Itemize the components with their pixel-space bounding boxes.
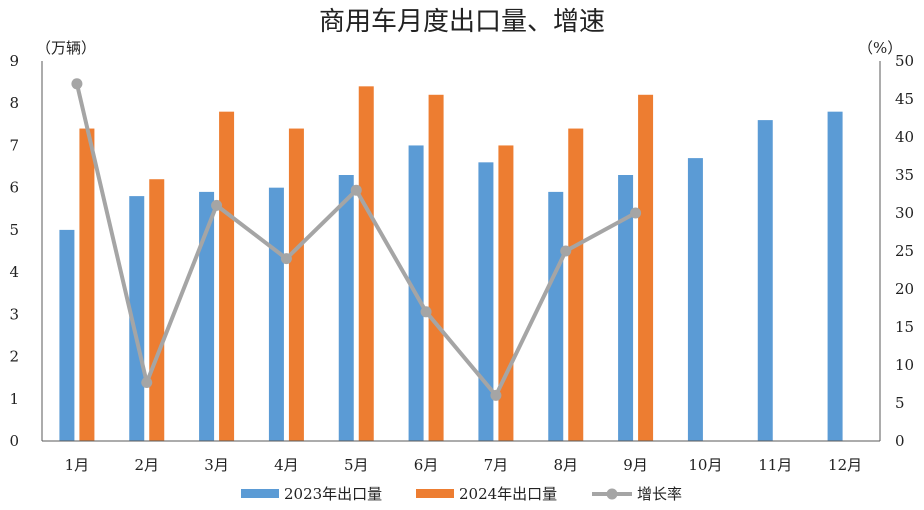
- right-tick-label: 25: [895, 242, 914, 260]
- left-tick-label: 7: [9, 136, 19, 154]
- bar-2023: [687, 158, 703, 441]
- bar-2023: [548, 191, 564, 441]
- bar-2023: [59, 229, 75, 441]
- right-tick-label: 40: [895, 128, 914, 146]
- x-tick-label: 2月: [134, 456, 159, 474]
- left-tick-label: 1: [9, 390, 19, 408]
- left-axis-unit: （万辆）: [36, 39, 96, 57]
- legend-label-2023: 2023年出口量: [284, 485, 382, 503]
- bar-2023: [757, 120, 773, 441]
- x-tick-label: 8月: [553, 456, 578, 474]
- x-tick-label: 10月: [688, 456, 722, 474]
- bar-2023: [827, 111, 843, 442]
- x-tick-label: 5月: [344, 456, 369, 474]
- left-tick-label: 6: [9, 179, 19, 197]
- bar-2023: [338, 175, 354, 441]
- bar-2023: [268, 187, 284, 441]
- left-tick-label: 2: [9, 348, 19, 366]
- right-axis-unit: （%）: [858, 39, 902, 57]
- right-tick-label: 50: [895, 52, 914, 70]
- growth-rate-point: [630, 207, 642, 219]
- left-tick-label: 3: [9, 305, 19, 323]
- x-tick-label: 3月: [204, 456, 229, 474]
- legend-swatch-2023: [241, 489, 279, 498]
- growth-rate-point: [490, 389, 502, 401]
- bar-2024: [358, 86, 374, 441]
- bar-2024: [288, 128, 304, 442]
- bar-2024: [428, 94, 444, 442]
- x-tick-label: 4月: [274, 456, 299, 474]
- bar-2024: [638, 94, 654, 442]
- growth-rate-point: [350, 184, 362, 196]
- bar-2024: [149, 179, 165, 441]
- x-tick-label: 7月: [484, 456, 509, 474]
- growth-rate-point: [280, 253, 292, 265]
- right-tick-label: 5: [895, 394, 905, 412]
- bar-2023: [199, 191, 215, 441]
- left-tick-label: 8: [9, 94, 19, 112]
- bar-2023: [618, 175, 634, 441]
- bar-2023: [478, 162, 494, 442]
- legend-label-growth: 增长率: [637, 485, 682, 503]
- right-tick-label: 45: [895, 90, 914, 108]
- bar-2024: [79, 128, 95, 442]
- left-tick-label: 0: [9, 432, 19, 450]
- left-tick-label: 4: [9, 263, 19, 281]
- right-tick-label: 10: [895, 356, 914, 374]
- right-tick-label: 30: [895, 204, 914, 222]
- bar-2024: [219, 111, 235, 442]
- legend-label-2024: 2024年出口量: [459, 485, 557, 503]
- growth-rate-point: [420, 306, 432, 318]
- left-tick-label: 5: [9, 221, 19, 239]
- bar-2023: [129, 196, 145, 441]
- chart-title: 商用车月度出口量、增速: [319, 7, 605, 37]
- growth-rate-point: [211, 199, 223, 211]
- right-tick-label: 15: [895, 318, 914, 336]
- x-tick-label: 11月: [758, 456, 792, 474]
- growth-rate-point: [141, 376, 153, 388]
- right-tick-label: 20: [895, 280, 914, 298]
- growth-rate-point: [560, 245, 572, 257]
- legend: 2023年出口量 2024年出口量 增长率: [241, 485, 682, 503]
- x-tick-label: 6月: [414, 456, 439, 474]
- right-tick-label: 0: [895, 432, 905, 450]
- x-tick-label: 9月: [623, 456, 648, 474]
- x-tick-label: 1月: [65, 456, 90, 474]
- right-tick-label: 35: [895, 166, 914, 184]
- x-tick-label: 12月: [828, 456, 862, 474]
- legend-swatch-2024: [416, 489, 454, 498]
- bar-2024: [568, 128, 584, 442]
- left-tick-label: 9: [9, 52, 19, 70]
- growth-rate-point: [71, 78, 83, 90]
- legend-swatch-growth-marker: [606, 488, 618, 500]
